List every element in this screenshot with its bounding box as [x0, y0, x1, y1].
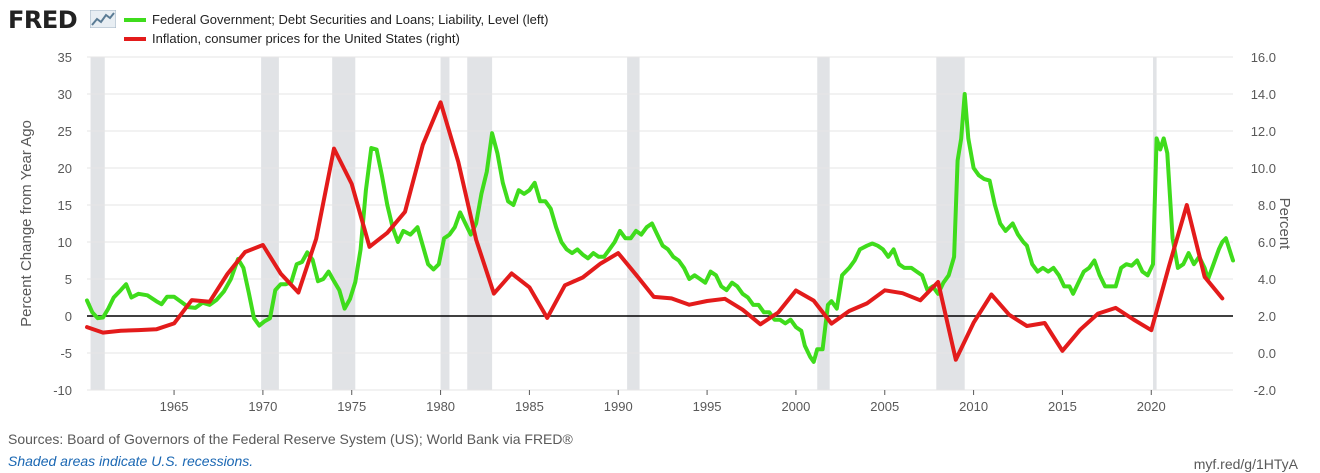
- x-tick-label: 1965: [160, 399, 189, 414]
- fred-logo[interactable]: FRED: [8, 6, 78, 34]
- y-left-axis-label: Percent Change from Year Ago: [18, 120, 35, 327]
- recession-note: Shaded areas indicate U.S. recessions.: [8, 453, 254, 469]
- x-tick-label: 1975: [337, 399, 366, 414]
- short-url-link[interactable]: myf.red/g/1HTyA: [1193, 456, 1298, 472]
- recession-band: [90, 57, 105, 390]
- x-tick-label: 2020: [1137, 399, 1166, 414]
- x-tick-label: 2005: [870, 399, 899, 414]
- legend-swatch-red: [124, 36, 146, 41]
- y-right-tick-label: 6.0: [1258, 235, 1276, 250]
- legend-label-federal-debt: Federal Government; Debt Securities and …: [152, 12, 549, 27]
- y-right-tick-label: 2.0: [1258, 309, 1276, 324]
- y-right-tick-label: 16.0: [1251, 50, 1276, 65]
- chart-plot: -10 -5 0 5 10 15 20 25 30 35 -2.0 0.0 2.0 4.0 6.0 8.0 10…: [18, 50, 1293, 414]
- y-right-tick-label: 8.0: [1258, 198, 1276, 213]
- recession-band: [627, 57, 640, 390]
- x-tick-label: 1995: [693, 399, 722, 414]
- y-right-axis-label: Percent: [1276, 198, 1293, 251]
- x-tick-label: 1970: [248, 399, 277, 414]
- y-left-tick-label: 5: [65, 272, 72, 287]
- x-tick-label: 1985: [515, 399, 544, 414]
- sources-text: Sources: Board of Governors of the Feder…: [8, 431, 573, 447]
- y-left-tick-label: 35: [58, 50, 72, 65]
- series-line-federal-debt: [85, 92, 1235, 364]
- y-left-tick-label: -10: [53, 383, 72, 398]
- y-left-tick-label: 10: [58, 235, 72, 250]
- y-right-tick-label: -2.0: [1254, 383, 1276, 398]
- y-right-tick-label: 12.0: [1251, 124, 1276, 139]
- y-right-tick-label: 14.0: [1251, 87, 1276, 102]
- recession-band: [261, 57, 279, 390]
- legend-label-inflation: Inflation, consumer prices for the Unite…: [152, 31, 460, 46]
- y-right-tick-label: 10.0: [1251, 161, 1276, 176]
- y-right-tick-label: 0.0: [1258, 346, 1276, 361]
- y-left-tick-label: -5: [60, 346, 72, 361]
- y-left-tick-label: 30: [58, 87, 72, 102]
- y-left-tick-label: 0: [65, 309, 72, 324]
- y-left-tick-label: 25: [58, 124, 72, 139]
- recession-band: [440, 57, 450, 390]
- x-tick-label: 1980: [426, 399, 455, 414]
- x-tick-label: 2000: [781, 399, 810, 414]
- series-line-inflation: [85, 100, 1225, 362]
- legend-item-federal-debt: Federal Government; Debt Securities and …: [124, 12, 548, 27]
- x-tick-label: 2015: [1048, 399, 1077, 414]
- x-tick-label: 1990: [604, 399, 633, 414]
- legend-swatch-green: [124, 17, 146, 22]
- line-graph-icon: [90, 10, 116, 28]
- y-left-tick-label: 20: [58, 161, 72, 176]
- recession-band: [332, 57, 356, 390]
- y-left-tick-label: 15: [58, 198, 72, 213]
- x-tick-label: 2010: [959, 399, 988, 414]
- legend-item-inflation: Inflation, consumer prices for the Unite…: [124, 31, 460, 46]
- y-right-tick-label: 4.0: [1258, 272, 1276, 287]
